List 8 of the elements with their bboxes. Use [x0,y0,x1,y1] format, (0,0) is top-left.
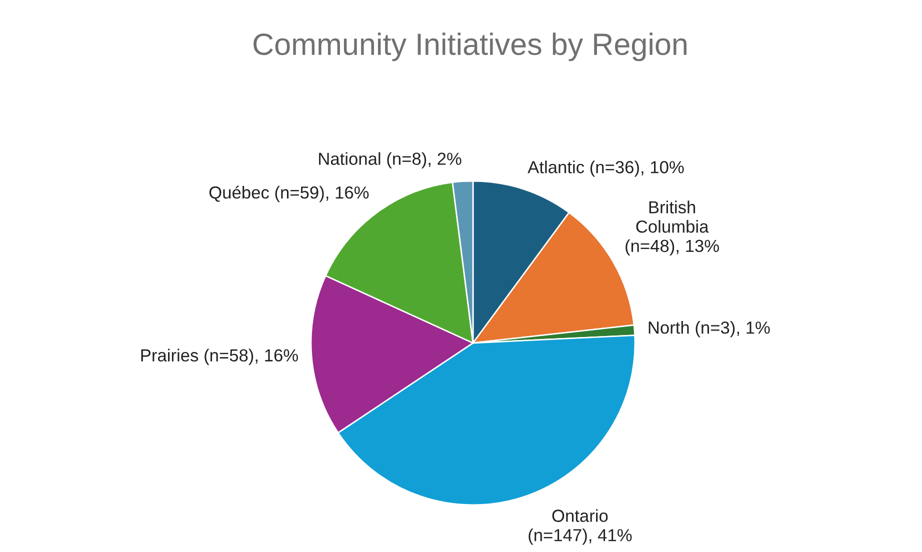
slice-label: Atlantic (n=36), 10% [528,160,684,177]
slice-label: North (n=3), 1% [648,321,770,338]
slice-label: Ontario (n=147), 41% [528,509,632,545]
chart-title: Community Initiatives by Region [254,32,686,62]
slice-label: Québec (n=59), 16% [209,186,369,202]
slice-label: National (n=8), 2% [319,152,462,168]
slice-label: Prairies (n=58), 16% [141,348,298,365]
slice-label: British Columbia (n=48), 13% [626,200,719,256]
